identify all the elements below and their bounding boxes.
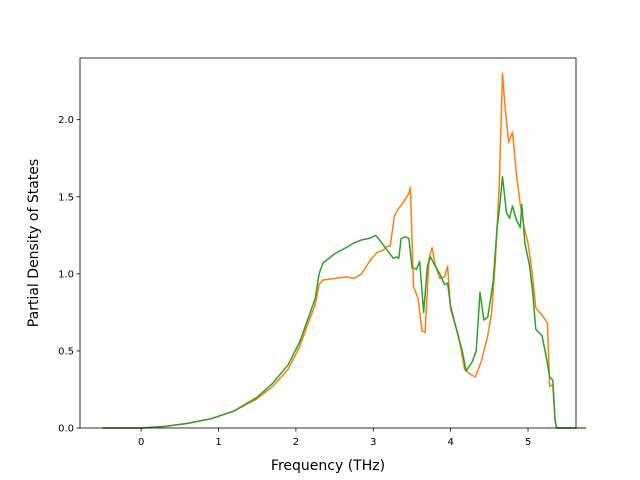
x-tick-label: 5: [525, 437, 531, 448]
x-tick-label: 3: [370, 437, 376, 448]
y-axis: 0.0 0.5 1.0 1.5 2.0: [58, 115, 80, 435]
x-tick-label: 2: [293, 437, 299, 448]
pdos-series-line-2: [102, 175, 587, 429]
series-layer: [102, 72, 587, 429]
x-tick-label: 4: [447, 437, 453, 448]
plot-frame: [79, 57, 577, 429]
x-axis-label: Frequency (THz): [271, 458, 385, 474]
y-tick-label: 0.0: [58, 424, 74, 435]
y-tick-label: 1.0: [58, 269, 74, 280]
y-tick-label: 1.5: [58, 192, 74, 203]
y-tick-label: 2.0: [58, 115, 74, 126]
x-axis: 0 1 2 3 4 5: [138, 428, 531, 448]
x-tick-label: 1: [215, 437, 221, 448]
x-tick-label: 0: [138, 437, 144, 448]
y-tick-label: 0.5: [58, 346, 74, 357]
y-axis-label: Partial Density of States: [26, 159, 42, 327]
